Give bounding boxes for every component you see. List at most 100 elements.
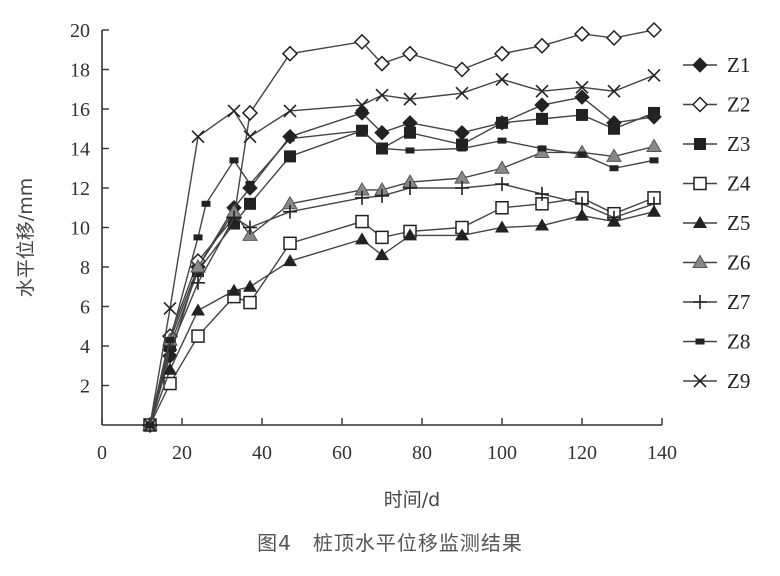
legend-item-z2: Z2 — [683, 93, 750, 117]
data-point — [405, 147, 415, 154]
data-point — [575, 80, 589, 94]
series-z2 — [141, 21, 663, 434]
legend-label: Z5 — [727, 211, 750, 235]
data-point — [163, 362, 177, 375]
series-line-z2 — [149, 29, 655, 426]
data-point — [457, 145, 467, 152]
y-tick-label: 12 — [70, 178, 90, 200]
data-point — [497, 137, 507, 144]
data-point — [353, 33, 371, 50]
series-line-z3 — [149, 112, 655, 426]
data-point — [647, 196, 661, 211]
data-point — [575, 208, 589, 221]
data-point — [190, 259, 206, 273]
data-point — [534, 97, 550, 113]
data-point — [355, 190, 369, 205]
y-axis-title: 水平位移/mm — [15, 178, 37, 297]
data-point — [283, 104, 297, 118]
data-point — [495, 220, 509, 233]
data-point — [375, 230, 389, 245]
data-point — [355, 232, 369, 245]
legend-item-z8: Z8 — [683, 330, 750, 354]
data-point — [283, 204, 297, 219]
data-point — [227, 283, 241, 296]
data-point — [536, 112, 548, 125]
legend-label: Z6 — [727, 251, 750, 275]
data-point — [243, 130, 257, 144]
data-point — [495, 72, 509, 86]
data-point — [605, 29, 623, 46]
data-point — [283, 254, 297, 267]
data-point — [403, 181, 417, 195]
legend-label: Z2 — [727, 93, 750, 117]
legend-marker — [695, 338, 705, 345]
legend-item-z4: Z4 — [683, 172, 751, 196]
y-tick-label: 6 — [80, 297, 90, 319]
legend-label: Z8 — [727, 330, 750, 354]
series-z5 — [143, 204, 661, 430]
legend-label: Z3 — [727, 132, 750, 156]
data-point — [645, 21, 663, 39]
legend-item-z9: Z9 — [683, 369, 750, 393]
series-z9 — [143, 68, 661, 432]
data-point — [163, 342, 177, 357]
data-point — [245, 181, 255, 188]
data-point — [163, 301, 177, 316]
x-tick-label: 100 — [487, 442, 517, 464]
series-line-z6 — [149, 145, 655, 426]
y-tick-label: 8 — [80, 257, 90, 279]
legend-item-z7: Z7 — [683, 290, 750, 314]
data-point — [608, 122, 620, 135]
data-point — [243, 220, 257, 235]
y-tick-label: 10 — [70, 218, 90, 240]
y-tick-label: 20 — [70, 20, 90, 42]
x-tick-label: 0 — [97, 442, 107, 464]
data-point — [649, 157, 659, 164]
data-point — [577, 151, 587, 158]
data-point — [493, 45, 511, 62]
y-tick-label: 14 — [70, 139, 90, 161]
legend-label: Z4 — [727, 172, 751, 196]
data-point — [535, 218, 549, 231]
x-tick-label: 20 — [172, 442, 192, 464]
data-point — [646, 138, 662, 153]
data-point — [533, 37, 551, 54]
data-point — [227, 210, 241, 225]
x-tick-label: 60 — [332, 442, 352, 464]
data-point — [285, 135, 295, 142]
figure-caption: 图4 桩顶水平位移监测结果 — [257, 531, 523, 555]
data-point — [496, 116, 508, 129]
series-z7 — [143, 177, 661, 432]
legend-marker — [693, 295, 707, 309]
series-z1 — [142, 89, 662, 433]
data-point — [281, 45, 299, 62]
data-point — [455, 181, 469, 195]
data-point — [283, 236, 297, 251]
y-tick-label: 4 — [80, 336, 90, 358]
data-point — [191, 303, 205, 316]
data-point — [607, 210, 621, 225]
data-point — [227, 104, 241, 118]
data-point — [243, 295, 257, 310]
legend-marker — [693, 176, 707, 191]
data-point — [575, 196, 589, 211]
data-point — [576, 108, 588, 121]
data-point — [191, 275, 205, 290]
data-point — [243, 279, 257, 292]
data-point — [229, 157, 239, 164]
legend: Z1 Z2 Z3 Z4 Z5 Z6 Z7 Z8 Z9 — [683, 53, 751, 393]
data-point — [403, 228, 417, 241]
data-point — [455, 86, 469, 100]
legend-item-z3: Z3 — [683, 132, 750, 156]
data-point — [535, 186, 549, 201]
legend-marker — [691, 96, 709, 113]
data-point — [375, 248, 389, 261]
data-point — [357, 127, 367, 134]
y-tick-label: 2 — [80, 376, 90, 398]
legend-label: Z1 — [727, 53, 750, 77]
data-point — [355, 214, 369, 229]
series-line-z1 — [149, 96, 655, 426]
legend-item-z5: Z5 — [683, 211, 750, 235]
